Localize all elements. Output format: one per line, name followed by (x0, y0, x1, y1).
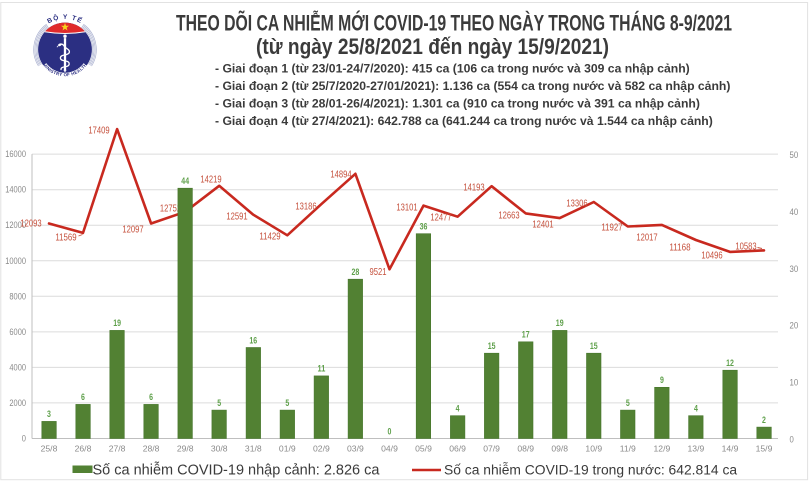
svg-text:12017: 12017 (636, 232, 657, 243)
svg-text:36: 36 (420, 222, 428, 233)
svg-text:- Giai đoạn 4 (từ 27/4/2021):: - Giai đoạn 4 (từ 27/4/2021): 642.788 ca… (215, 114, 713, 128)
svg-text:2000: 2000 (9, 398, 26, 408)
svg-text:05/9: 05/9 (415, 443, 432, 453)
svg-text:16000: 16000 (5, 149, 26, 159)
svg-text:10583: 10583 (735, 241, 756, 252)
svg-text:12093: 12093 (20, 218, 41, 229)
svg-text:15: 15 (488, 341, 496, 352)
svg-text:12591: 12591 (226, 211, 247, 222)
svg-text:12401: 12401 (532, 219, 553, 230)
svg-text:15/9: 15/9 (756, 443, 773, 453)
svg-text:29/8: 29/8 (177, 443, 194, 453)
svg-text:03/9: 03/9 (347, 443, 364, 453)
svg-text:12663: 12663 (498, 210, 519, 221)
svg-text:- Giai đoạn 1 (từ 23/01-24/7/2: - Giai đoạn 1 (từ 23/01-24/7/2020): 415 … (215, 61, 690, 75)
svg-text:12477: 12477 (430, 212, 451, 223)
svg-text:Số ca nhiễm COVID-19 trong nướ: Số ca nhiễm COVID-19 trong nước: 642.814… (444, 462, 737, 478)
svg-text:44: 44 (181, 176, 189, 187)
svg-text:10496: 10496 (701, 250, 722, 261)
svg-text:11569: 11569 (55, 232, 76, 243)
svg-text:04/9: 04/9 (381, 443, 398, 453)
svg-text:01/9: 01/9 (279, 443, 296, 453)
svg-text:- Giai đoạn 2 (từ 25/7/2020-27: - Giai đoạn 2 (từ 25/7/2020-27/01/2021):… (215, 79, 730, 93)
svg-text:4: 4 (456, 404, 460, 415)
svg-text:6: 6 (81, 392, 85, 403)
svg-text:BỘ Y TẾ: BỘ Y TẾ (46, 12, 85, 25)
svg-text:13186: 13186 (295, 201, 316, 212)
svg-text:0: 0 (388, 426, 392, 437)
svg-text:0: 0 (790, 435, 794, 445)
svg-text:20: 20 (790, 321, 799, 331)
svg-text:10000: 10000 (5, 256, 26, 266)
svg-text:THEO DÕI CA NHIỄM MỚI COVID-19: THEO DÕI CA NHIỄM MỚI COVID-19 THEO NGÀY… (176, 10, 732, 36)
svg-text:28/8: 28/8 (143, 443, 160, 453)
svg-text:14/9: 14/9 (722, 443, 739, 453)
svg-text:12097: 12097 (122, 224, 143, 235)
svg-text:8000: 8000 (9, 291, 26, 301)
svg-text:10/9: 10/9 (585, 443, 602, 453)
svg-text:30/8: 30/8 (211, 443, 228, 453)
svg-text:13306: 13306 (566, 198, 587, 209)
svg-text:5: 5 (626, 398, 630, 409)
svg-text:4: 4 (694, 404, 698, 415)
svg-text:11/9: 11/9 (620, 443, 636, 453)
svg-text:11429: 11429 (259, 231, 280, 242)
svg-text:17: 17 (522, 330, 530, 341)
svg-text:25/8: 25/8 (41, 443, 58, 453)
svg-text:5: 5 (285, 398, 289, 409)
svg-text:11: 11 (318, 364, 326, 375)
svg-text:17409: 17409 (88, 125, 109, 136)
svg-text:02/9: 02/9 (313, 443, 330, 453)
svg-text:13/9: 13/9 (688, 443, 705, 453)
svg-text:14894: 14894 (330, 169, 351, 180)
svg-text:12/9: 12/9 (654, 443, 671, 453)
svg-text:27/8: 27/8 (109, 443, 126, 453)
svg-text:40: 40 (790, 207, 799, 217)
svg-text:4000: 4000 (9, 362, 26, 372)
svg-text:3: 3 (47, 409, 51, 420)
svg-text:6: 6 (149, 392, 153, 403)
svg-text:2: 2 (762, 415, 766, 426)
svg-text:- Giai đoạn 3 (từ 28/01-26/4/2: - Giai đoạn 3 (từ 28/01-26/4/2021): 1.30… (215, 97, 700, 111)
svg-text:6000: 6000 (9, 327, 26, 337)
svg-text:10: 10 (790, 378, 799, 388)
svg-text:19: 19 (113, 318, 121, 329)
svg-text:Số ca nhiễm COVID-19 nhập cảnh: Số ca nhiễm COVID-19 nhập cảnh: 2.826 ca (93, 462, 381, 479)
svg-text:14219: 14219 (200, 174, 221, 185)
svg-text:15: 15 (590, 341, 598, 352)
svg-text:5: 5 (217, 398, 221, 409)
svg-text:14000: 14000 (5, 185, 26, 195)
svg-text:28: 28 (352, 267, 360, 278)
svg-text:06/9: 06/9 (449, 443, 466, 453)
svg-text:12: 12 (726, 358, 734, 369)
svg-text:0: 0 (22, 434, 26, 444)
svg-text:9521: 9521 (370, 267, 387, 278)
svg-text:50: 50 (790, 150, 799, 160)
svg-text:12000: 12000 (5, 220, 26, 230)
svg-text:(từ ngày 25/8/2021 đến ngày 15: (từ ngày 25/8/2021 đến ngày 15/9/2021) (256, 34, 609, 59)
svg-text:13101: 13101 (396, 202, 417, 213)
svg-text:12752: 12752 (160, 203, 181, 214)
svg-text:11168: 11168 (669, 242, 690, 253)
svg-text:09/8: 09/8 (551, 443, 568, 453)
svg-text:16: 16 (249, 335, 257, 346)
svg-text:14193: 14193 (463, 182, 484, 193)
svg-text:9: 9 (660, 375, 664, 386)
svg-text:30: 30 (790, 264, 799, 274)
svg-text:07/9: 07/9 (483, 443, 500, 453)
svg-text:19: 19 (556, 318, 564, 329)
svg-text:26/8: 26/8 (75, 443, 92, 453)
svg-text:11927: 11927 (601, 222, 622, 233)
svg-text:08/9: 08/9 (517, 443, 534, 453)
svg-text:31/8: 31/8 (245, 443, 262, 453)
